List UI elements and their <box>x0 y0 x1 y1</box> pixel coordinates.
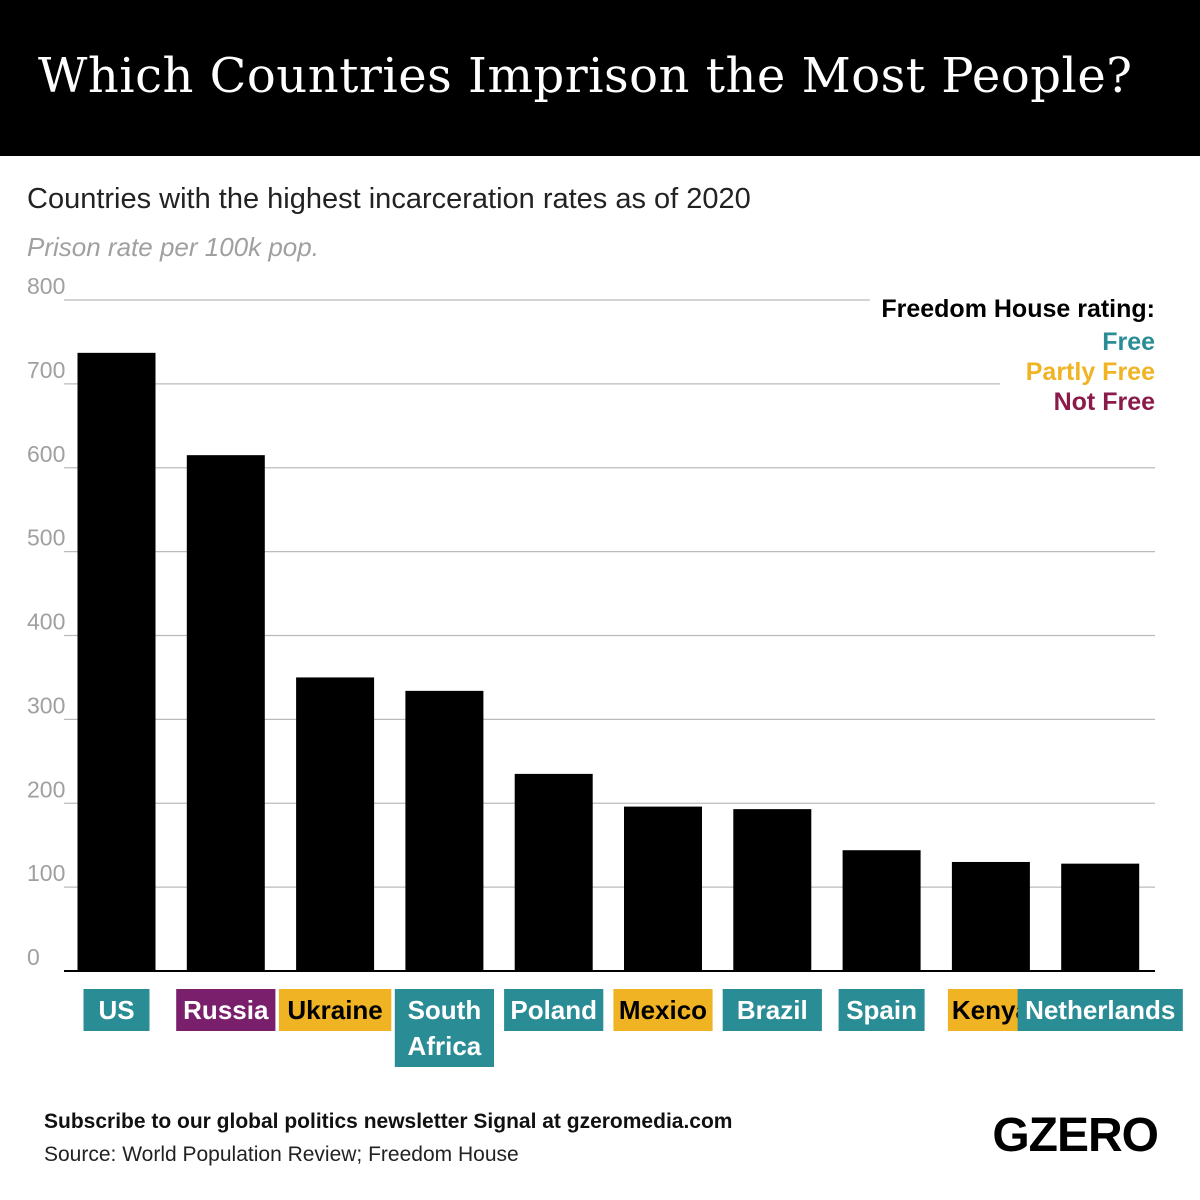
legend-item-not-free: Not Free <box>1053 388 1155 416</box>
bar-netherlands <box>1061 863 1140 971</box>
category-label-bg-russia <box>176 989 276 1031</box>
page-title: Which Countries Imprison the Most People… <box>38 48 1133 104</box>
category-label-south-africa: South <box>408 995 482 1025</box>
title-bar: Which Countries Imprison the Most People… <box>0 0 1200 156</box>
category-label-bg-us <box>83 989 150 1031</box>
bar-south-africa <box>405 690 484 971</box>
y-tick-label-800: 800 <box>27 273 65 299</box>
y-tick-label-400: 400 <box>27 609 65 635</box>
y-tick-label-500: 500 <box>27 525 65 551</box>
bar-russia <box>186 455 265 971</box>
legend-item-partly-free: Partly Free <box>1025 358 1155 386</box>
category-label-bg-spain <box>838 989 925 1031</box>
category-label-bg-south-africa <box>394 989 494 1067</box>
bar-mexico <box>624 806 702 971</box>
y-tick-label-0: 0 <box>27 944 40 970</box>
legend: Freedom House rating: Free Partly Free N… <box>881 294 1155 417</box>
category-label-bg-brazil <box>722 989 822 1031</box>
category-label-mexico: Mexico <box>619 995 707 1025</box>
y-tick-label-300: 300 <box>27 692 65 718</box>
category-label-netherlands: Netherlands <box>1025 995 1175 1025</box>
category-label-spain: Spain <box>846 995 917 1025</box>
category-label-kenya: Kenya <box>952 995 1031 1025</box>
category-label-bg-netherlands <box>1017 989 1183 1031</box>
bar-us <box>77 352 156 971</box>
bar-ukraine <box>296 677 375 971</box>
y-tick-label-100: 100 <box>27 860 65 886</box>
chart-subtitle: Countries with the highest incarceration… <box>27 183 751 215</box>
category-label-bg-ukraine <box>278 989 392 1031</box>
category-label-brazil: Brazil <box>737 995 808 1025</box>
bar-poland <box>514 773 593 971</box>
bar-kenya <box>951 861 1030 971</box>
gzero-logo: GZERO <box>992 1109 1159 1162</box>
newsletter-text: Subscribe to our global politics newslet… <box>44 1110 733 1133</box>
category-label-russia: Russia <box>183 995 269 1025</box>
legend-item-free: Free <box>1102 328 1155 356</box>
category-label-us: US <box>98 995 134 1025</box>
y-axis-unit-label: Prison rate per 100k pop. <box>27 232 319 262</box>
y-tick-label-700: 700 <box>27 357 65 383</box>
bar-brazil <box>733 809 812 971</box>
bar-spain <box>842 850 921 971</box>
category-label-ukraine: Ukraine <box>287 995 382 1025</box>
category-label-poland: Poland <box>510 995 597 1025</box>
source-text: Source: World Population Review; Freedom… <box>44 1143 519 1166</box>
y-tick-label-200: 200 <box>27 776 65 802</box>
category-label-south-africa: Africa <box>408 1031 482 1061</box>
y-tick-label-600: 600 <box>27 441 65 467</box>
category-label-bg-mexico <box>613 989 713 1031</box>
legend-title: Freedom House rating: <box>881 295 1155 323</box>
category-label-bg-poland <box>504 989 604 1031</box>
